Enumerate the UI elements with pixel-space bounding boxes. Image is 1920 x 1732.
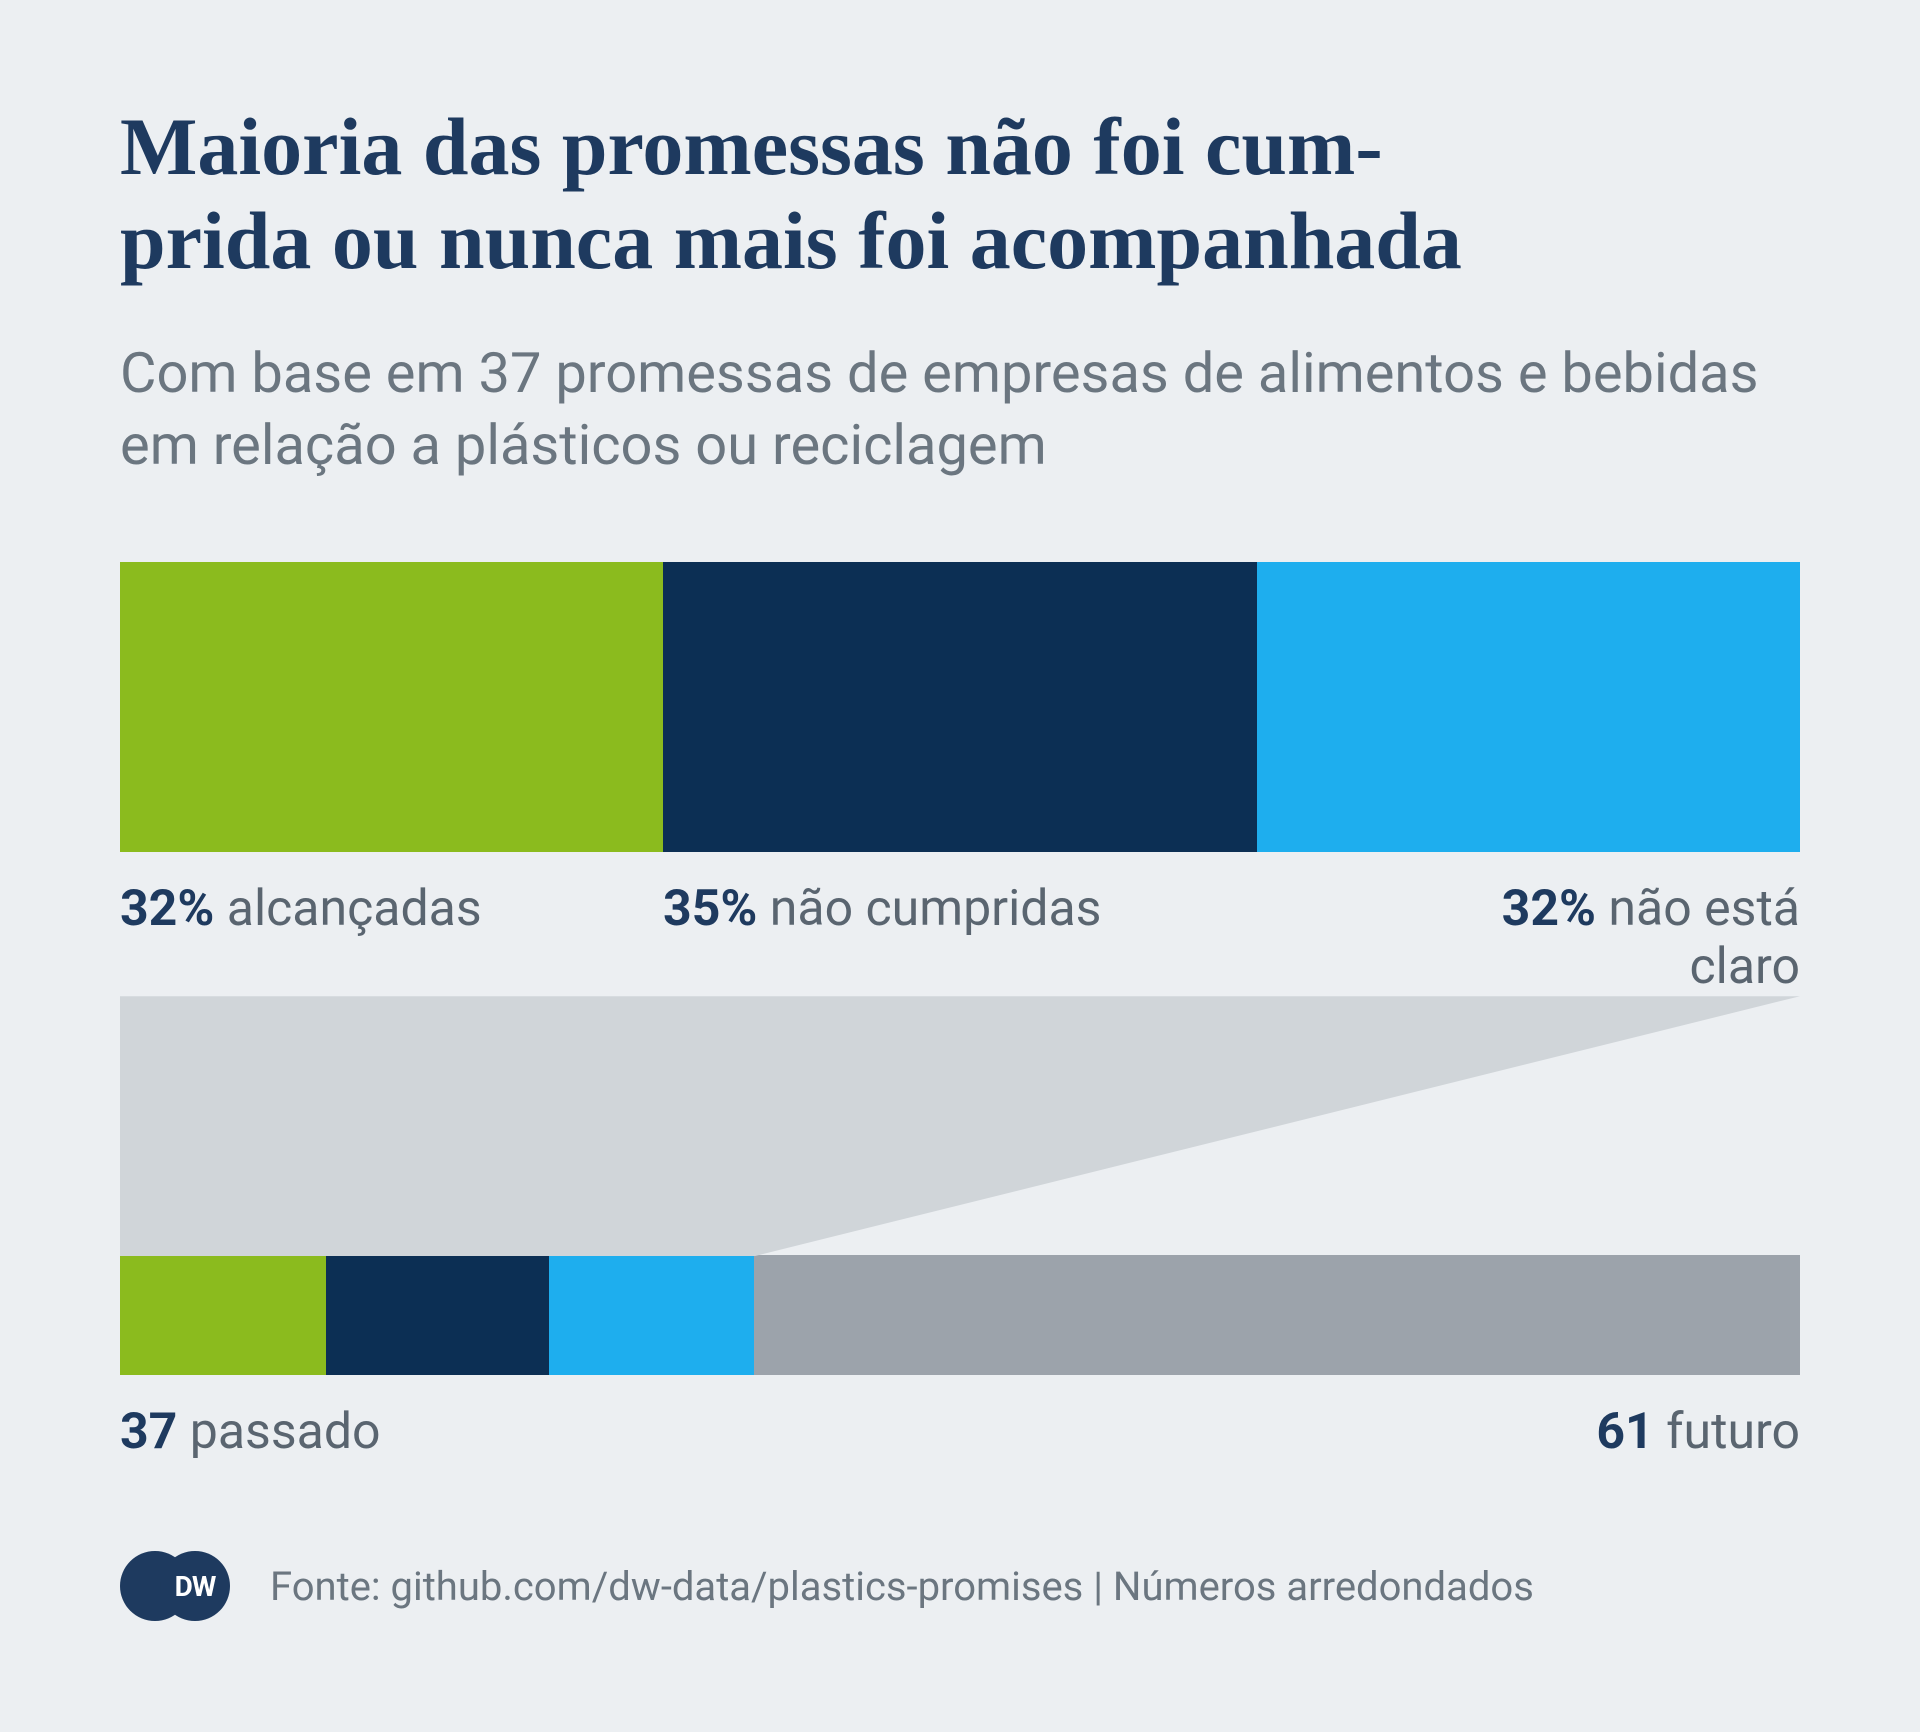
segment-label-unclear: 32% não está claro — [1502, 880, 1800, 996]
top-segment-0 — [120, 562, 663, 852]
bottom-bar-labels: 37 passado 61 futuro — [120, 1375, 1800, 1461]
top-segment-2 — [1257, 562, 1800, 852]
bottom-segment-2 — [549, 1255, 755, 1375]
bottom-segment-0 — [120, 1255, 326, 1375]
chart-title: Maioria das promessas não foi cum-prida … — [120, 100, 1800, 289]
funnel-connector — [120, 996, 1800, 1256]
top-segment-1 — [663, 562, 1257, 852]
segment-label-not-met: 35% não cumpridas — [663, 880, 1101, 996]
top-stacked-bar — [120, 562, 1800, 852]
bottom-segment-3 — [754, 1255, 1800, 1375]
bottom-stacked-bar — [120, 1255, 1800, 1375]
bottom-label-past: 37 passado — [120, 1403, 381, 1461]
source-text: Fonte: github.com/dw-data/plastics-promi… — [270, 1563, 1534, 1610]
top-bar-labels: 32% alcançadas 35% não cumpridas 32% não… — [120, 852, 1800, 996]
chart-subtitle: Com base em 37 promessas de empresas de … — [120, 337, 1800, 483]
dw-logo-icon: DW — [120, 1551, 230, 1621]
bottom-label-future: 61 futuro — [1596, 1403, 1800, 1461]
chart-footer: DW Fonte: github.com/dw-data/plastics-pr… — [120, 1551, 1800, 1621]
bottom-segment-1 — [326, 1255, 549, 1375]
chart-area: 32% alcançadas 35% não cumpridas 32% não… — [120, 562, 1800, 1461]
segment-label-achieved: 32% alcançadas — [120, 880, 663, 996]
